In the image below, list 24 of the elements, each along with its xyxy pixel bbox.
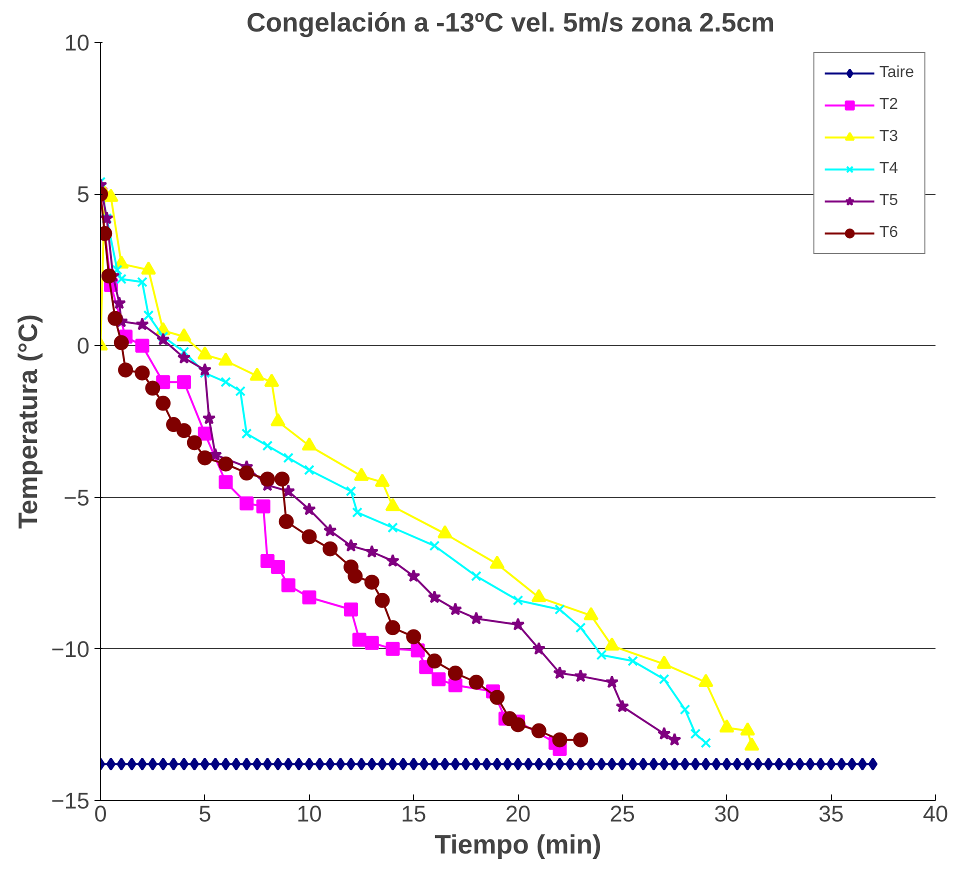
x-tick-label: 10 [296,800,322,826]
chart-title: Congelación a -13ºC vel. 5m/s zona 2.5cm [246,8,775,38]
x-tick-label: 15 [401,800,426,826]
y-axis-title: Temperatura (°C) [13,314,44,529]
x-tick-label: 40 [922,800,948,826]
x-axis-title: Tiempo (min) [434,830,602,860]
legend-label: T3 [879,128,899,146]
y-tick-label: 5 [76,181,90,208]
legend-label: T5 [879,192,899,210]
y-tick-label: 0 [76,332,90,359]
x-tick-label: 30 [714,800,740,826]
legend-label: T4 [879,160,899,178]
y-tick-label: −15 [51,788,90,814]
x-tick-label: 35 [818,800,844,826]
legend-label: T2 [879,96,899,114]
x-tick-label: 20 [505,800,531,826]
x-tick-label: 5 [198,800,212,826]
legend-label: T6 [879,224,899,242]
y-tick-label: −10 [51,636,90,662]
legend-label: Taire [879,64,914,82]
x-tick-label: 0 [94,800,107,826]
x-tick-label: 25 [610,800,635,826]
y-tick-label: 10 [64,30,90,56]
y-tick-label: −5 [64,484,90,510]
